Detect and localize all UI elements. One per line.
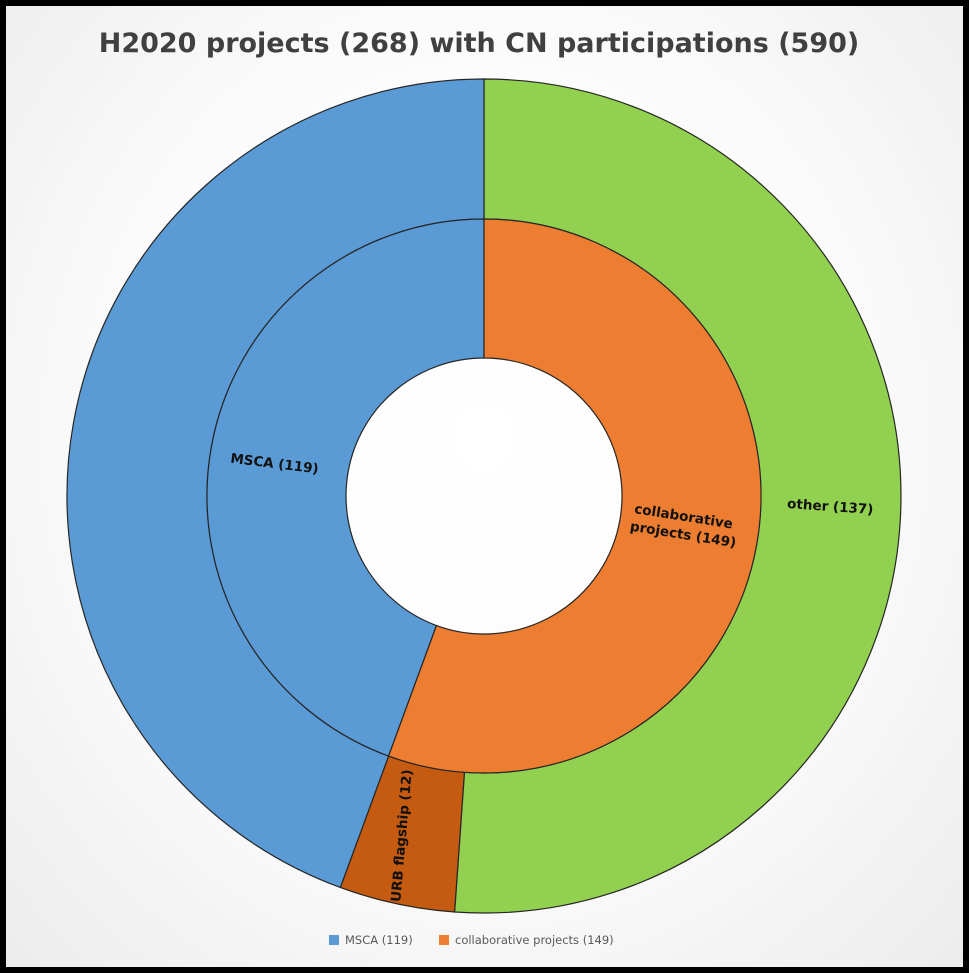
chart-title: H2020 projects (268) with CN participati…	[99, 28, 860, 59]
nested-donut-chart: H2020 projects (268) with CN participati…	[66, 28, 902, 947]
legend-label-msca: MSCA (119)	[345, 933, 413, 947]
legend-swatch-msca	[329, 935, 339, 945]
legend-swatch-collaborative-projects	[439, 935, 449, 945]
legend-label-collaborative-projects: collaborative projects (149)	[455, 933, 614, 947]
slice-collaborative-projects[interactable]	[387, 218, 762, 774]
inner-ring	[206, 218, 762, 774]
label-other: other (137)	[787, 496, 874, 518]
legend: MSCA (119) collaborative projects (149)	[329, 933, 614, 947]
slice-msca[interactable]	[206, 218, 485, 757]
